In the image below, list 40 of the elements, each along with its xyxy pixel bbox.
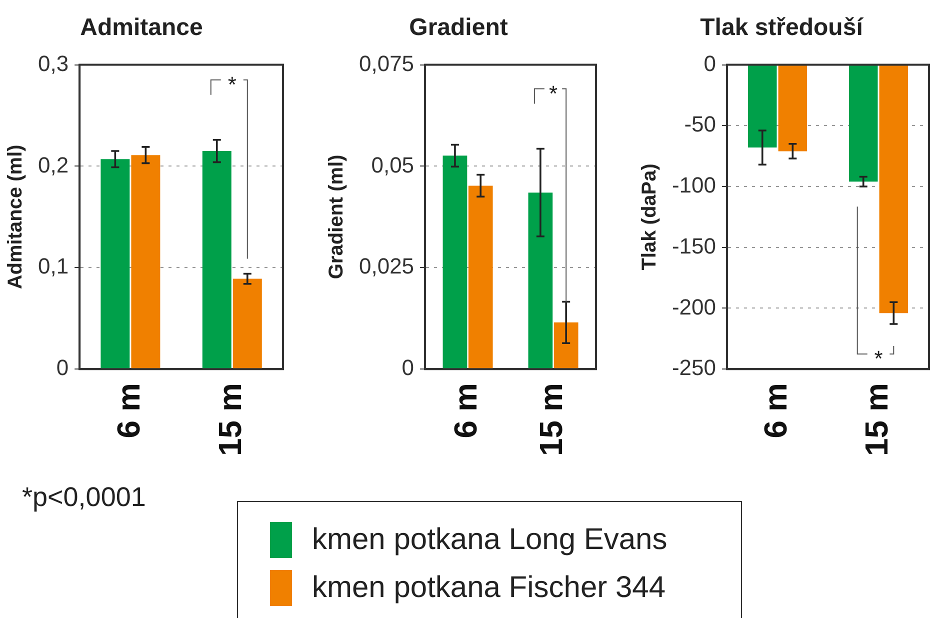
y-axis-title: Gradient (ml) — [326, 154, 348, 280]
y-axis-title: Admitance (ml) — [4, 144, 27, 290]
y-tick-label: 0,1 — [38, 254, 69, 279]
y-tick-label: 0,3 — [38, 50, 69, 76]
bar — [131, 155, 160, 369]
y-tick-label: -250 — [672, 355, 716, 380]
x-tick-label: 6 m — [448, 383, 484, 438]
y-tick-label: 0,025 — [358, 254, 414, 279]
annotation: * — [548, 80, 558, 106]
y-tick-label: 0,2 — [38, 152, 69, 178]
y-tick-label: -50 — [684, 112, 716, 137]
legend-label: kmen potkana Fischer 344 — [312, 571, 666, 605]
annotation: * — [228, 72, 237, 97]
bar — [232, 278, 262, 369]
bar — [468, 186, 493, 369]
x-tick-label: 6 m — [757, 383, 794, 438]
chart-title: Gradient — [409, 14, 508, 42]
legend-label: kmen potkana Long Evans — [312, 523, 668, 557]
y-tick-label: 0,075 — [358, 50, 414, 76]
x-tick-label: 6 m — [110, 383, 146, 438]
bar — [202, 151, 232, 369]
bar — [442, 156, 468, 369]
bar — [554, 322, 578, 369]
x-tick-label: 15 m — [212, 383, 248, 456]
x-tick-label: 15 m — [533, 383, 570, 456]
y-tick-label: -100 — [672, 172, 716, 198]
x-tick-label: 15 m — [858, 383, 894, 456]
y-tick-label: 0 — [402, 355, 414, 380]
y-tick-label: -150 — [672, 233, 716, 258]
bar — [528, 192, 553, 369]
y-tick-label: -200 — [672, 294, 716, 320]
y-tick-label: 0 — [704, 50, 716, 76]
bar — [100, 159, 130, 369]
chart-title: Tlak středouší — [700, 14, 864, 42]
text: *p<0,0001 — [22, 482, 146, 513]
annotation: * — [874, 346, 884, 372]
chart-title: Admitance — [80, 14, 203, 42]
y-tick-label: 0 — [56, 355, 69, 380]
y-axis-title: Tlak (daPa) — [638, 164, 661, 270]
y-tick-label: 0,05 — [371, 152, 414, 178]
